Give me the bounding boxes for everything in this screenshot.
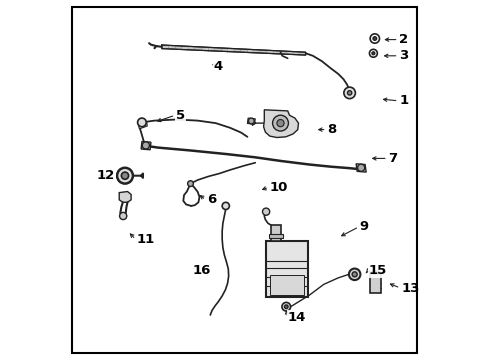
- Bar: [265, 241, 307, 297]
- Circle shape: [348, 269, 360, 280]
- Polygon shape: [141, 141, 151, 150]
- Text: 2: 2: [399, 33, 407, 46]
- Text: 10: 10: [269, 181, 287, 194]
- Circle shape: [372, 37, 376, 40]
- Bar: [268, 234, 282, 238]
- Circle shape: [248, 118, 254, 124]
- Text: 1: 1: [399, 94, 407, 107]
- Circle shape: [187, 181, 193, 186]
- Circle shape: [222, 202, 229, 210]
- Circle shape: [142, 142, 149, 149]
- Circle shape: [368, 49, 377, 57]
- Text: 9: 9: [359, 220, 368, 233]
- Text: 12: 12: [97, 169, 115, 182]
- Circle shape: [357, 164, 364, 171]
- Circle shape: [137, 118, 146, 127]
- Circle shape: [282, 302, 290, 311]
- Text: 5: 5: [176, 109, 185, 122]
- Circle shape: [120, 212, 126, 220]
- Bar: [369, 274, 381, 293]
- Polygon shape: [247, 118, 255, 124]
- Circle shape: [276, 120, 284, 127]
- Bar: [270, 225, 280, 241]
- Text: 11: 11: [136, 233, 154, 246]
- Polygon shape: [162, 45, 305, 55]
- Circle shape: [347, 91, 351, 95]
- Circle shape: [117, 168, 133, 184]
- Circle shape: [343, 87, 355, 99]
- Bar: [269, 275, 303, 295]
- Text: 3: 3: [399, 49, 407, 62]
- Circle shape: [369, 34, 379, 43]
- Text: 14: 14: [287, 311, 305, 324]
- Circle shape: [351, 272, 356, 277]
- Polygon shape: [263, 110, 298, 138]
- Circle shape: [262, 208, 269, 215]
- Circle shape: [272, 115, 288, 131]
- Polygon shape: [138, 121, 147, 129]
- Polygon shape: [355, 164, 366, 172]
- Text: 13: 13: [400, 282, 419, 294]
- Text: 8: 8: [326, 123, 336, 136]
- Text: 7: 7: [387, 152, 397, 165]
- Circle shape: [121, 172, 128, 179]
- Circle shape: [284, 305, 287, 309]
- Circle shape: [371, 52, 374, 55]
- Polygon shape: [119, 192, 131, 202]
- Text: 4: 4: [213, 60, 223, 73]
- Text: 16: 16: [192, 264, 210, 276]
- Text: 6: 6: [206, 193, 216, 206]
- Text: 15: 15: [368, 264, 386, 277]
